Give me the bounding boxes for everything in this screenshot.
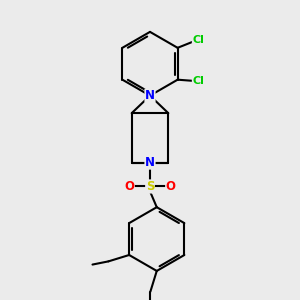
Text: S: S bbox=[146, 180, 154, 193]
Text: N: N bbox=[145, 156, 155, 169]
Text: O: O bbox=[124, 180, 134, 193]
Text: O: O bbox=[166, 180, 176, 193]
Text: Cl: Cl bbox=[192, 76, 204, 86]
Text: N: N bbox=[145, 89, 155, 102]
Text: Cl: Cl bbox=[192, 35, 204, 45]
